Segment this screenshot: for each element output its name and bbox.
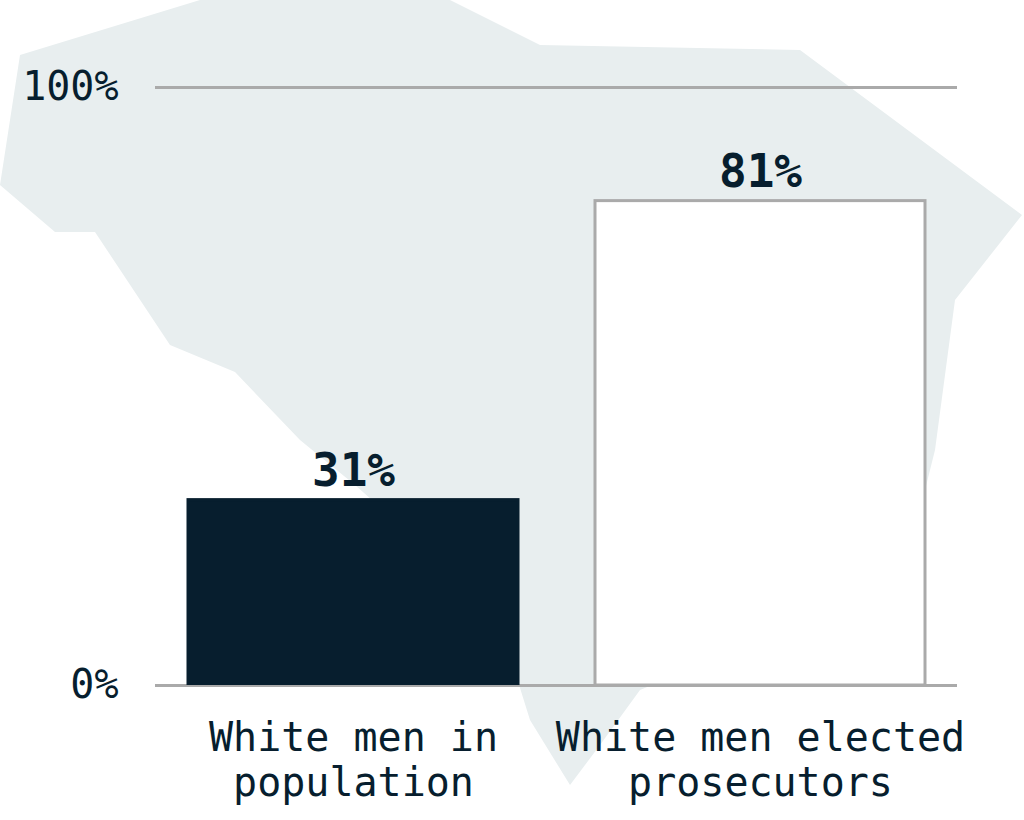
svg-text:81%: 81%	[719, 144, 802, 198]
svg-text:White men electedprosecutors: White men electedprosecutors	[556, 714, 965, 805]
svg-text:100%: 100%	[22, 63, 118, 109]
svg-text:31%: 31%	[312, 443, 395, 497]
svg-text:White men inpopulation: White men inpopulation	[209, 714, 498, 805]
svg-text:0%: 0%	[70, 661, 118, 707]
